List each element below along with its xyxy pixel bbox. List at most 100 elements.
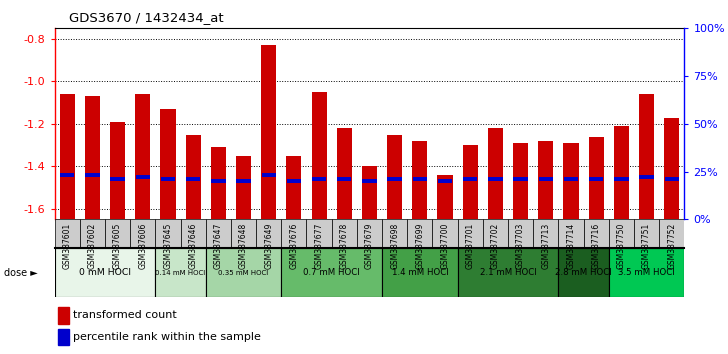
Text: percentile rank within the sample: percentile rank within the sample [74,332,261,342]
Bar [105,219,130,248]
Bar [432,219,458,248]
Bar [312,177,326,181]
Text: GSM387703: GSM387703 [516,222,525,269]
Text: GSM387605: GSM387605 [113,222,122,269]
Bar [155,219,181,248]
Bar [458,248,558,297]
Bar [111,177,124,181]
Bar [58,329,69,345]
Bar [55,219,80,248]
Bar [160,109,175,219]
Bar [237,179,250,183]
Bar [413,177,427,181]
Text: GSM387698: GSM387698 [390,222,399,269]
Text: GSM387716: GSM387716 [592,222,601,269]
Text: 2.1 mM HOCl: 2.1 mM HOCl [480,268,537,277]
Text: GSM387645: GSM387645 [164,222,173,269]
Text: 3.5 mM HOCl: 3.5 mM HOCl [618,268,675,277]
Bar [639,175,654,179]
Bar [186,135,201,219]
Bar [488,177,502,181]
Bar [281,219,306,248]
Bar [463,145,478,219]
Bar [206,248,281,297]
Text: GSM387700: GSM387700 [440,222,449,269]
Bar [110,122,125,219]
Bar [85,96,100,219]
Text: GSM387606: GSM387606 [138,222,147,269]
Text: GSM387676: GSM387676 [290,222,298,269]
Bar [387,135,402,219]
Bar [438,179,452,183]
Bar [558,219,584,248]
Bar [609,219,634,248]
Bar [513,143,528,219]
Bar [206,219,231,248]
Text: GSM387713: GSM387713 [542,222,550,269]
Text: GSM387601: GSM387601 [63,222,71,269]
Bar [130,219,155,248]
Bar [363,179,376,183]
Bar [387,177,402,181]
Text: GSM387602: GSM387602 [88,222,97,269]
Bar [135,175,150,179]
Bar [261,45,276,219]
Bar [357,219,382,248]
Bar [135,94,150,219]
Bar [161,177,175,181]
Bar [382,219,407,248]
Text: GSM387678: GSM387678 [340,222,349,269]
Bar [211,147,226,219]
Bar [261,173,276,177]
Text: 0.14 mM HOCl: 0.14 mM HOCl [155,270,206,275]
Text: GSM387750: GSM387750 [617,222,626,269]
Text: GSM387701: GSM387701 [466,222,475,269]
Text: GSM387646: GSM387646 [189,222,197,269]
Bar [306,219,332,248]
Bar [563,143,579,219]
Bar [312,92,327,219]
Bar [659,219,684,248]
Bar [60,173,74,177]
Text: transformed count: transformed count [74,310,177,320]
Bar [639,94,654,219]
Bar [85,173,100,177]
Bar [60,94,75,219]
Bar [362,166,377,219]
Bar [80,219,105,248]
Bar [407,219,432,248]
Text: GSM387649: GSM387649 [264,222,273,269]
Text: 0.35 mM HOCl: 0.35 mM HOCl [218,270,269,275]
Bar [563,177,578,181]
Bar [533,219,558,248]
Bar [438,175,453,219]
Bar [614,126,629,219]
Bar [609,248,684,297]
Bar [483,219,508,248]
Bar [337,177,352,181]
Text: GSM387647: GSM387647 [214,222,223,269]
Text: GSM387677: GSM387677 [314,222,323,269]
Bar [256,219,281,248]
Bar [236,156,251,219]
Text: dose ►: dose ► [4,268,37,278]
Bar [231,219,256,248]
Bar [458,219,483,248]
Text: GSM387699: GSM387699 [416,222,424,269]
Bar [508,219,533,248]
Text: GDS3670 / 1432434_at: GDS3670 / 1432434_at [69,11,223,24]
Bar [664,118,679,219]
Bar [584,219,609,248]
Bar [287,179,301,183]
Text: GSM387648: GSM387648 [239,222,248,269]
Bar [665,177,679,181]
Bar [412,141,427,219]
Text: GSM387702: GSM387702 [491,222,500,269]
Bar [558,248,609,297]
Text: GSM387679: GSM387679 [365,222,374,269]
Bar [488,128,503,219]
Bar [513,177,528,181]
Bar [463,177,478,181]
Text: 0.7 mM HOCl: 0.7 mM HOCl [304,268,360,277]
Bar [286,156,301,219]
